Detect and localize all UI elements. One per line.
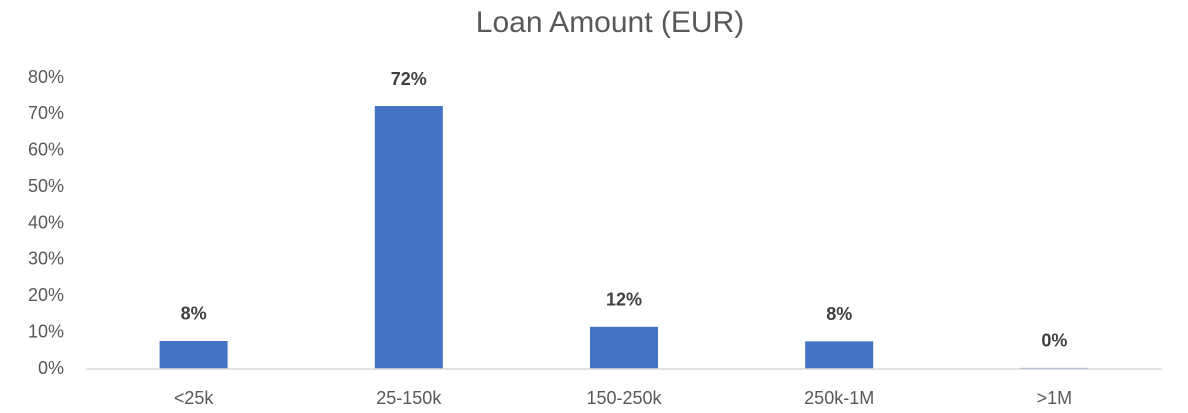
x-tick-label: 150-250k [586, 388, 662, 408]
data-label: 8% [181, 304, 207, 324]
y-tick-label: 50% [28, 176, 64, 196]
data-label: 12% [606, 290, 642, 310]
data-label: 72% [391, 69, 427, 89]
y-tick-label: 0% [38, 358, 64, 378]
data-label: 8% [826, 304, 852, 324]
y-tick-label: 30% [28, 249, 64, 269]
y-tick-label: 10% [28, 321, 64, 341]
bar [590, 326, 658, 369]
x-tick-label: <25k [174, 388, 215, 408]
chart-title: Loan Amount (EUR) [476, 6, 744, 39]
bar [159, 340, 228, 369]
data-label: 0% [1041, 331, 1067, 351]
x-tick-label: >1M [1037, 388, 1073, 408]
y-tick-label: 20% [28, 285, 64, 305]
y-tick-label: 70% [28, 103, 64, 123]
y-tick-label: 40% [28, 212, 64, 232]
x-tick-label: 25-150k [376, 388, 442, 408]
x-tick-label: 250k-1M [804, 388, 874, 408]
bar [805, 341, 874, 369]
y-tick-label: 60% [28, 140, 64, 160]
y-tick-label: 80% [28, 67, 64, 87]
bar [374, 106, 443, 369]
